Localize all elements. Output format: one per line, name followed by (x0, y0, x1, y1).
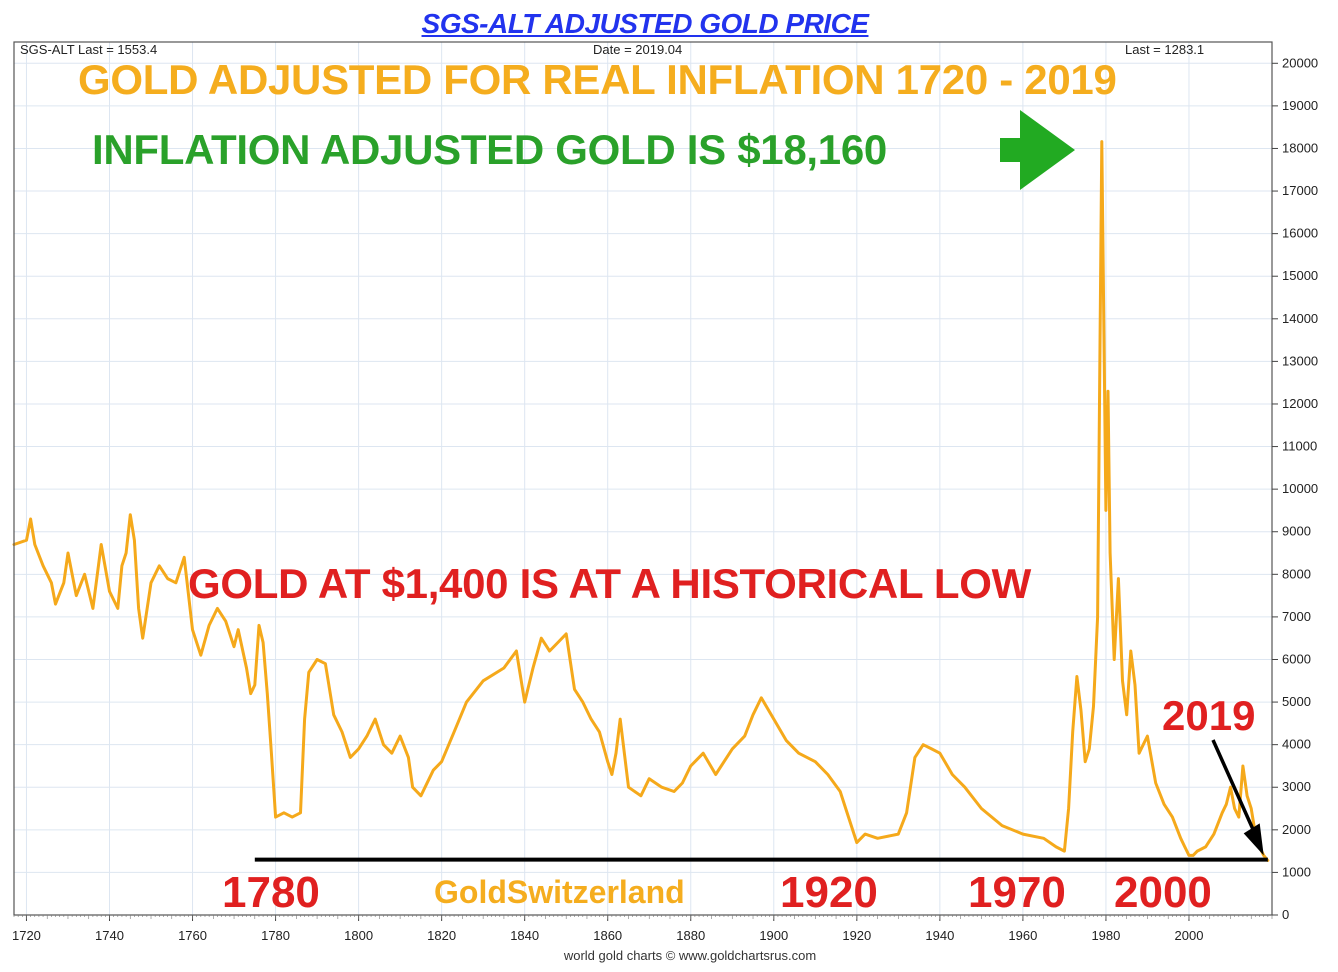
plot-frame (13, 41, 1273, 916)
y-tick-label: 2000 (1282, 822, 1311, 837)
last-value-left: SGS-ALT Last = 1553.4 (20, 42, 158, 57)
y-tick-label: 6000 (1282, 651, 1311, 666)
x-tick-label: 1920 (842, 928, 871, 943)
year-label-2000: 2000 (1114, 868, 1212, 917)
y-tick-label: 17000 (1282, 183, 1318, 198)
brand-label: GoldSwitzerland (434, 874, 685, 910)
y-tick-label: 13000 (1282, 353, 1318, 368)
y-tick-label: 18000 (1282, 140, 1318, 155)
x-tick-label: 1800 (344, 928, 373, 943)
chart-frame (13, 41, 1273, 916)
y-tick-label: 5000 (1282, 694, 1311, 709)
y-tick-label: 12000 (1282, 396, 1318, 411)
x-tick-label: 1980 (1091, 928, 1120, 943)
historical-low-annotation: GOLD AT $1,400 IS AT A HISTORICAL LOW (188, 560, 1031, 607)
label-2019: 2019 (1162, 692, 1256, 739)
x-tick-label: 1840 (510, 928, 539, 943)
y-axis-ticks: 0 1000 2000 3000 4000 5000 6000 7000 8000 9000 100… (1272, 55, 1318, 922)
y-tick-label: 20000 (1282, 55, 1318, 70)
y-tick-label: 9000 (1282, 524, 1311, 539)
y-tick-label: 14000 (1282, 311, 1318, 326)
y-tick-label: 16000 (1282, 226, 1318, 241)
x-tick-label: 2000 (1175, 928, 1204, 943)
y-tick-label: 4000 (1282, 737, 1311, 752)
last-value-right: Last = 1283.1 (1125, 42, 1205, 57)
y-tick-label: 3000 (1282, 779, 1311, 794)
y-tick-label: 11000 (1282, 439, 1317, 454)
gold-price-line (12, 140, 1270, 862)
chart-title: SGS-ALT ADJUSTED GOLD PRICE (421, 8, 869, 39)
green-arrow-icon (1000, 110, 1075, 190)
x-tick-label: 1820 (427, 928, 456, 943)
x-tick-label: 1880 (676, 928, 705, 943)
y-tick-label: 8000 (1282, 566, 1311, 581)
year-label-1970: 1970 (968, 868, 1066, 917)
y-tick-label: 15000 (1282, 268, 1318, 283)
x-tick-label: 1940 (925, 928, 954, 943)
x-tick-label: 1740 (95, 928, 124, 943)
headline-annotation: GOLD ADJUSTED FOR REAL INFLATION 1720 - … (78, 56, 1117, 103)
y-tick-label: 19000 (1282, 98, 1318, 113)
year-label-1780: 1780 (222, 868, 320, 917)
y-tick-label: 0 (1282, 907, 1289, 922)
x-tick-label: 1900 (759, 928, 788, 943)
x-tick-label: 1760 (178, 928, 207, 943)
arrow-2019-shaft (1211, 739, 1258, 837)
year-label-1920: 1920 (780, 868, 878, 917)
x-tick-label: 1780 (261, 928, 290, 943)
y-tick-label: 1000 (1282, 864, 1311, 879)
footer-credit: world gold charts © www.goldchartsrus.co… (563, 948, 817, 963)
y-tick-label: 7000 (1282, 609, 1311, 624)
arrow-2019-head-icon (1243, 823, 1264, 856)
chart-grid (14, 42, 1272, 916)
annotation-arrows (1000, 110, 1264, 856)
x-tick-label: 1720 (12, 928, 41, 943)
date-info: Date = 2019.04 (593, 42, 683, 57)
chart-series (12, 140, 1270, 862)
x-tick-label: 1960 (1008, 928, 1037, 943)
peak-annotation: INFLATION ADJUSTED GOLD IS $18,160 (92, 126, 887, 173)
x-axis-ticks: 1720 1740 1760 1780 1800 1820 1840 1860 1880 1900… (12, 915, 1273, 943)
y-tick-label: 10000 (1282, 481, 1318, 496)
x-tick-label: 1860 (593, 928, 622, 943)
